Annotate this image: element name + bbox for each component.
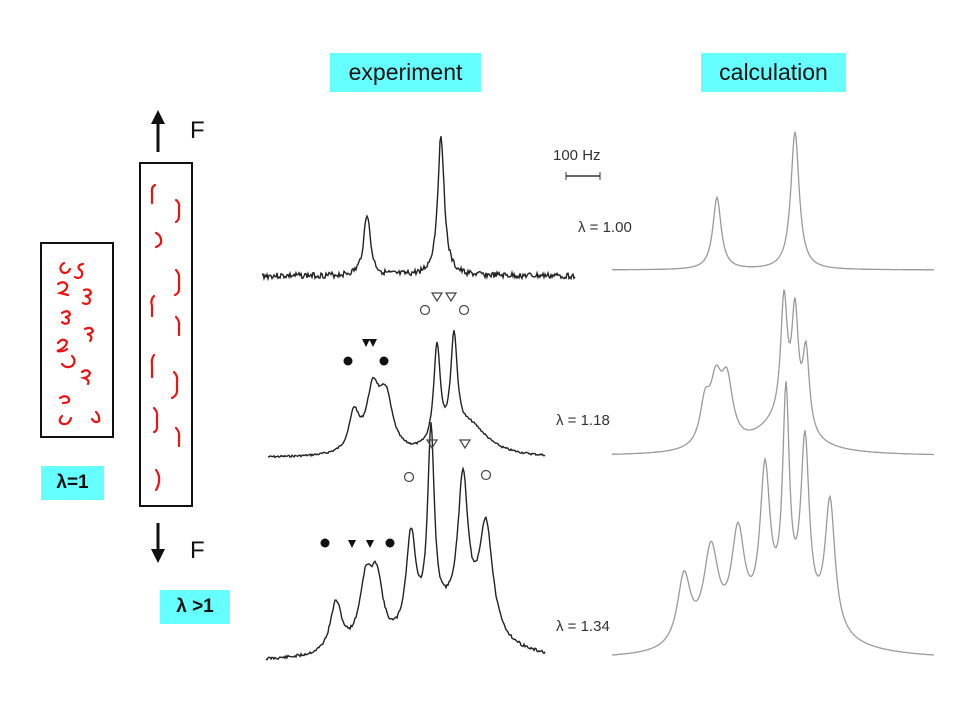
open-circle-marker	[480, 469, 492, 481]
markers-134	[320, 439, 492, 548]
lambda-label-100: λ = 1.00	[578, 219, 632, 236]
open-triangle-marker	[430, 292, 444, 303]
markers-118	[343, 292, 470, 366]
experiment-trace-134	[265, 422, 546, 661]
force-top-label: F	[190, 117, 205, 144]
calculation-label: calculation	[701, 53, 846, 92]
filled-circle-marker	[320, 538, 330, 548]
lambda-label-134: λ = 1.34	[556, 618, 610, 635]
arrow-up-icon	[151, 110, 165, 152]
filled-triangle-marker	[348, 540, 356, 548]
open-triangle-marker	[444, 292, 458, 303]
open-circle-marker	[403, 471, 415, 483]
experiment-label: experiment	[330, 53, 481, 92]
open-circle-marker	[419, 304, 431, 316]
filled-triangle-marker	[366, 540, 374, 548]
experiment-trace-118	[267, 330, 546, 459]
filled-circle-marker	[385, 538, 395, 548]
stretched-chains	[150, 183, 181, 492]
filled-triangle-marker	[362, 339, 370, 347]
open-triangle-marker	[458, 439, 472, 450]
force-bottom-label: F	[190, 537, 205, 564]
calculation-trace-134	[612, 381, 934, 656]
filled-circle-marker	[379, 356, 389, 366]
experiment-trace-100	[261, 136, 576, 282]
calculation-trace-118	[611, 289, 934, 456]
arrow-down-icon	[151, 523, 165, 563]
open-triangle-marker	[425, 439, 439, 450]
unstretched-chains	[56, 261, 101, 426]
calculation-trace-100	[612, 131, 934, 271]
open-circle-marker	[458, 304, 470, 316]
unstretched-sample-box	[40, 242, 114, 438]
filled-circle-marker	[343, 356, 353, 366]
filled-triangle-marker	[369, 339, 377, 347]
lambda-greater-label: λ >1	[160, 590, 230, 624]
scale-label: 100 Hz	[553, 147, 601, 164]
stretched-sample-box	[139, 162, 193, 507]
lambda-equal-label: λ=1	[41, 466, 104, 500]
lambda-label-118: λ = 1.18	[556, 412, 610, 429]
